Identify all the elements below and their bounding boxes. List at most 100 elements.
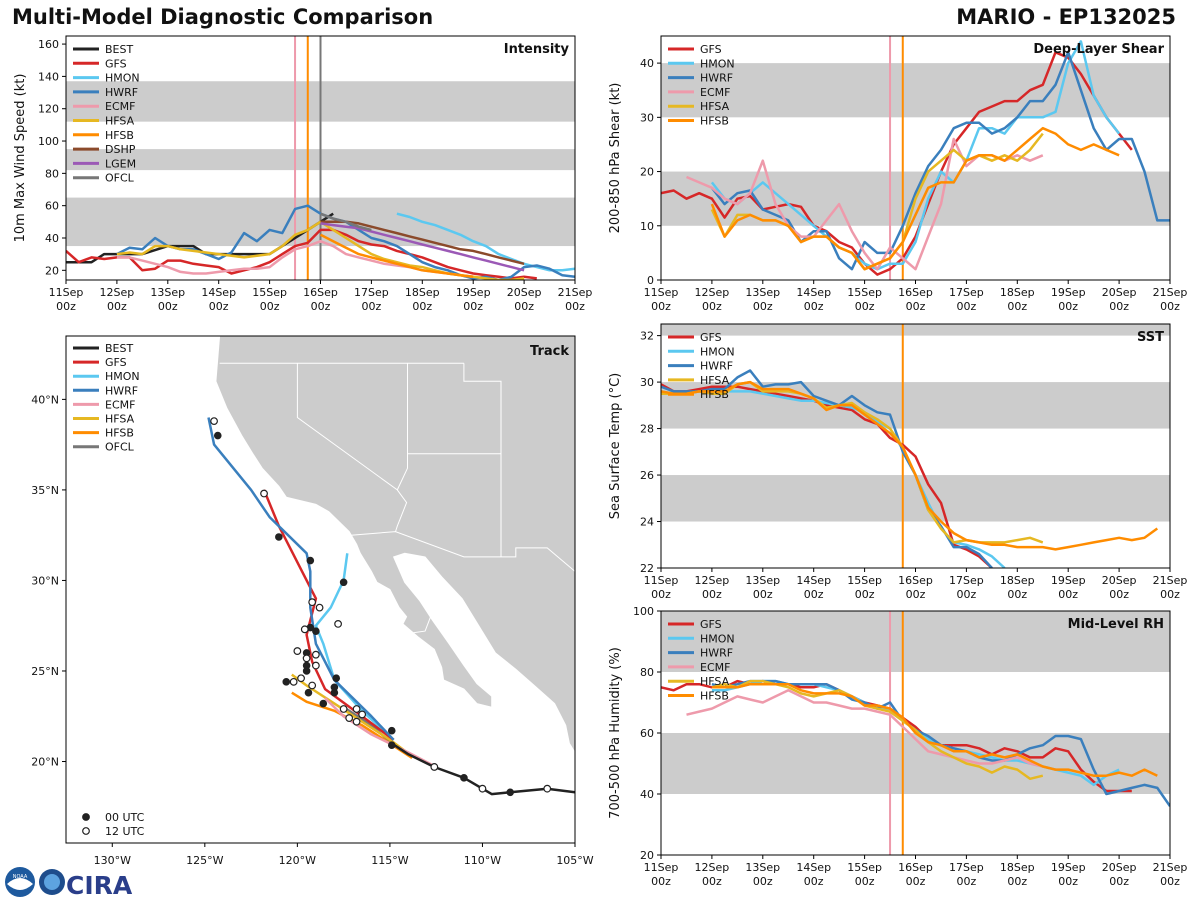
series-hfsa <box>711 679 1044 781</box>
position-12utc <box>300 625 309 634</box>
panel-title: Track <box>530 344 569 359</box>
y-tick-label: 40 <box>640 788 654 801</box>
x-tick-label: 18Sep <box>1000 574 1035 587</box>
land-group <box>215 336 575 754</box>
position-12utc <box>302 654 311 663</box>
y-tick-label: 0 <box>647 274 654 287</box>
x-tick-label: 20Sep <box>1102 861 1137 874</box>
x-tick-label: 14Sep <box>201 286 236 299</box>
legend-marker <box>82 827 90 835</box>
position-00utc <box>282 678 291 686</box>
x-tick-label: 12Sep <box>695 861 730 874</box>
x-tick-label: 125°W <box>186 854 223 867</box>
series-hfsb <box>661 380 1159 551</box>
legend-label-hfsa: HFSA <box>700 374 730 387</box>
x-tick-label-hour: 00z <box>855 588 875 601</box>
x-tick-label-hour: 00z <box>158 300 178 313</box>
y-tick-label: 60 <box>45 200 59 213</box>
x-tick-label: 14Sep <box>796 574 831 587</box>
x-tick-label: 13Sep <box>745 286 780 299</box>
x-tick-label-hour: 00z <box>702 300 722 313</box>
panel-intensity: 11Sep00z12Sep00z13Sep00z14Sep00z15Sep00z… <box>13 35 592 313</box>
series-group <box>66 204 575 280</box>
x-tick-label: 115°W <box>371 854 408 867</box>
x-tick-label-hour: 00z <box>906 588 926 601</box>
series-hfsb <box>319 233 474 279</box>
position-12utc <box>311 661 320 670</box>
y-tick-label: 20 <box>640 849 654 862</box>
y-axis-label: 10m Max Wind Speed (kt) <box>13 74 28 243</box>
x-tick-label: 17Sep <box>949 861 984 874</box>
series-group <box>661 679 1170 807</box>
x-tick-label: 12Sep <box>695 286 730 299</box>
position-12utc <box>308 598 317 607</box>
y-tick-label: 160 <box>38 38 59 51</box>
position-00utc <box>304 688 313 697</box>
x-tick-label: 16Sep <box>303 286 338 299</box>
x-tick-label: 11Sep <box>644 286 679 299</box>
x-tick-label: 15Sep <box>847 861 882 874</box>
legend-label-best: BEST <box>105 43 133 56</box>
position-12utc <box>289 677 298 686</box>
x-tick-label-hour: 00z <box>1007 588 1027 601</box>
x-tick-label: 14Sep <box>796 286 831 299</box>
x-tick-label: 18Sep <box>1000 286 1035 299</box>
x-tick-label-hour: 00z <box>107 300 127 313</box>
y-tick-label: 20°N <box>31 756 59 769</box>
x-tick-label-hour: 00z <box>804 300 824 313</box>
series-gfs <box>661 383 993 568</box>
position-00utc <box>332 674 341 683</box>
legend-label-hmon: HMON <box>105 72 140 85</box>
x-tick-label: 17Sep <box>949 286 984 299</box>
legend-label-hmon: HMON <box>700 57 735 70</box>
noaa-logo-text: NOAA <box>13 874 28 880</box>
legend-label-hmon: HMON <box>700 632 735 645</box>
x-tick-label: 20Sep <box>1102 574 1137 587</box>
y-tick-label: 140 <box>38 70 59 83</box>
x-tick-label: 120°W <box>279 854 316 867</box>
x-tick-label-hour: 00z <box>311 300 331 313</box>
x-tick-label: 15Sep <box>847 286 882 299</box>
x-tick-label-hour: 00z <box>56 300 76 313</box>
panel-title: Deep-Layer Shear <box>1033 42 1164 57</box>
x-tick-label-hour: 00z <box>1160 588 1180 601</box>
x-tick-label: 16Sep <box>898 286 933 299</box>
legend-label-hfsb: HFSB <box>105 427 134 440</box>
y-tick-label: 20 <box>640 166 654 179</box>
legend-label-ofcl: OFCL <box>105 172 135 185</box>
panel-track: 130°W 125°W 120°W 115°W 110°W 105°W 20°N 25°N 30… <box>31 335 594 867</box>
legend-label-best: BEST <box>105 342 133 355</box>
legend-label-hwrf: HWRF <box>700 647 733 660</box>
y-tick-label: 22 <box>640 562 654 575</box>
position-12utc <box>478 784 487 793</box>
position-12utc <box>297 674 305 683</box>
position-12utc <box>352 705 361 713</box>
y-tick-label: 35°N <box>31 484 59 497</box>
logo-cira: CIRA <box>39 869 133 900</box>
border-line <box>296 363 398 491</box>
x-tick-label: 11Sep <box>49 286 84 299</box>
x-tick-label-hour: 00z <box>906 300 926 313</box>
position-00utc <box>312 627 320 635</box>
series-hmon <box>710 40 1121 271</box>
x-tick-label: 20Sep <box>507 286 542 299</box>
x-tick-label: 13Sep <box>745 574 780 587</box>
x-tick-label: 15Sep <box>252 286 287 299</box>
y-tick-label: 60 <box>640 727 654 740</box>
position-12utc <box>358 710 367 719</box>
legend-label-gfs: GFS <box>700 331 722 344</box>
x-tick-label: 13Sep <box>745 861 780 874</box>
legend-marker <box>82 813 90 821</box>
panel-sst: 11Sep00z12Sep00z13Sep00z14Sep00z15Sep00z… <box>608 323 1187 601</box>
panel-deep-layer-shear: 11Sep00z12Sep00z13Sep00z14Sep00z15Sep00z… <box>608 35 1187 313</box>
position-00utc <box>339 578 348 587</box>
x-tick-label-hour: 00z <box>1058 875 1078 888</box>
panel-title: SST <box>1137 330 1164 345</box>
y-tick-label: 30 <box>640 111 654 124</box>
x-tick-label: 20Sep <box>1102 286 1137 299</box>
series-ofcl <box>320 212 372 232</box>
legend-label-hwrf: HWRF <box>105 384 138 397</box>
